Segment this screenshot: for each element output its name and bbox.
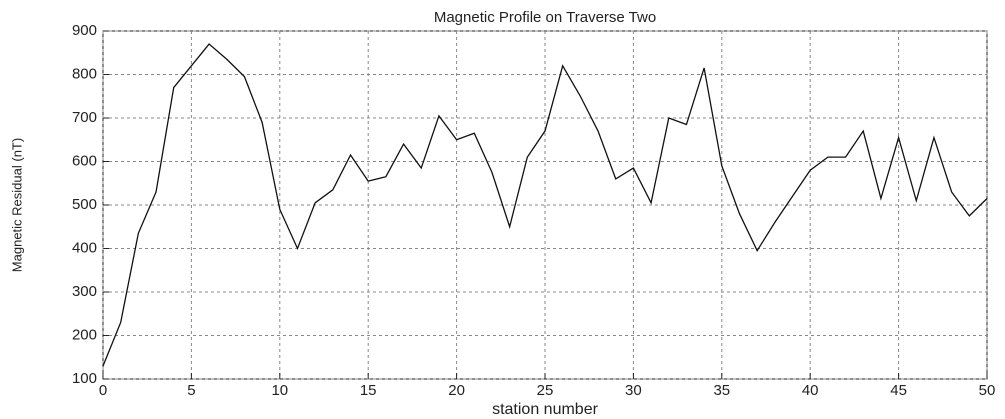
y-tick-label: 100 <box>72 370 97 387</box>
x-tick-label: 35 <box>713 382 730 399</box>
x-tick-label: 15 <box>360 382 377 399</box>
y-tick-label: 500 <box>72 196 97 213</box>
x-tick-label: 40 <box>802 382 819 399</box>
y-tick-label: 300 <box>72 283 97 300</box>
chart-title: Magnetic Profile on Traverse Two <box>434 9 656 26</box>
x-tick-label: 20 <box>448 382 465 399</box>
x-tick-label: 45 <box>890 382 907 399</box>
y-tick-label: 200 <box>72 326 97 343</box>
y-tick-label: 900 <box>72 22 97 39</box>
x-tick-label: 5 <box>187 382 195 399</box>
data-line <box>102 43 988 367</box>
y-tick-label: 400 <box>72 239 97 256</box>
y-axis-label: Magnetic Residual (nT) <box>9 138 24 272</box>
x-axis-label: station number <box>492 401 599 418</box>
x-tick-label: 50 <box>979 382 996 399</box>
x-tick-label: 0 <box>99 382 107 399</box>
x-tick-label: 10 <box>271 382 288 399</box>
y-tick-label: 700 <box>72 109 97 126</box>
x-tick-label: 30 <box>625 382 642 399</box>
y-tick-label: 600 <box>72 152 97 169</box>
y-tick-label: 800 <box>72 65 97 82</box>
x-tick-label: 25 <box>537 382 554 399</box>
